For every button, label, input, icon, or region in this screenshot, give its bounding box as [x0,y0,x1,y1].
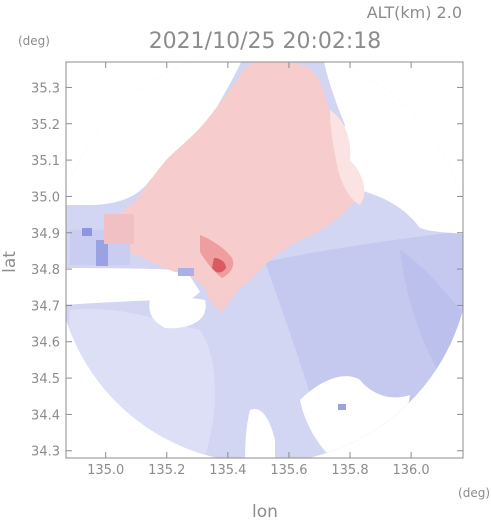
positive-velocity-field [100,62,355,312]
y-tick-label: 35.3 [31,81,60,96]
negative-strip-deep [96,240,108,266]
altitude-label: ALT(km) 2.0 [367,3,462,22]
positive-light-edge [330,110,365,205]
y-tick-label: 34.4 [31,408,60,423]
x-axis-label: lon [252,502,278,521]
positive-strong-spot [212,258,226,273]
y-tick-label: 35.2 [31,118,60,133]
y-tick-label: 34.5 [31,372,60,387]
y-tick-label: 35.0 [31,190,60,205]
positive-strip-west [104,214,134,244]
negative-bay-spot [178,268,194,276]
y-tick-label: 34.9 [31,227,60,242]
negative-light-west [66,309,215,458]
plot-frame [65,61,464,459]
y-tick-label: 34.7 [31,299,60,314]
y-tick-label: 34.3 [31,445,60,460]
y-unit-label: (deg) [18,34,50,48]
chart-title: 2021/10/25 20:02:18 [149,29,382,54]
nodata-bay [149,298,206,329]
y-tick-label: 34.6 [31,336,60,351]
negative-strip-spot [82,228,92,236]
x-unit-label: (deg) [458,486,490,500]
radar-field [66,62,463,458]
x-tick-label: 135.4 [209,463,246,478]
y-tick-label: 35.1 [31,154,60,169]
y-tick-label: 34.8 [31,263,60,278]
x-tick-label: 135.6 [270,463,307,478]
x-tick-label: 135.0 [87,463,124,478]
x-tick-label: 135.2 [148,463,185,478]
y-axis-label: lat [0,251,20,273]
x-tick-label: 136.0 [392,463,429,478]
x-tick-label: 135.8 [331,463,368,478]
y-axis-ticks: 34.3 34.4 34.5 34.6 34.7 34.8 34.9 35.0 35.1 35.2… [31,81,463,460]
x-axis-ticks: 135.0 135.2 135.4 135.6 135.8 136.0 [87,62,430,478]
nodata-sea-band [66,268,200,305]
nodata-south [245,409,275,458]
negative-se-spot [338,404,346,410]
